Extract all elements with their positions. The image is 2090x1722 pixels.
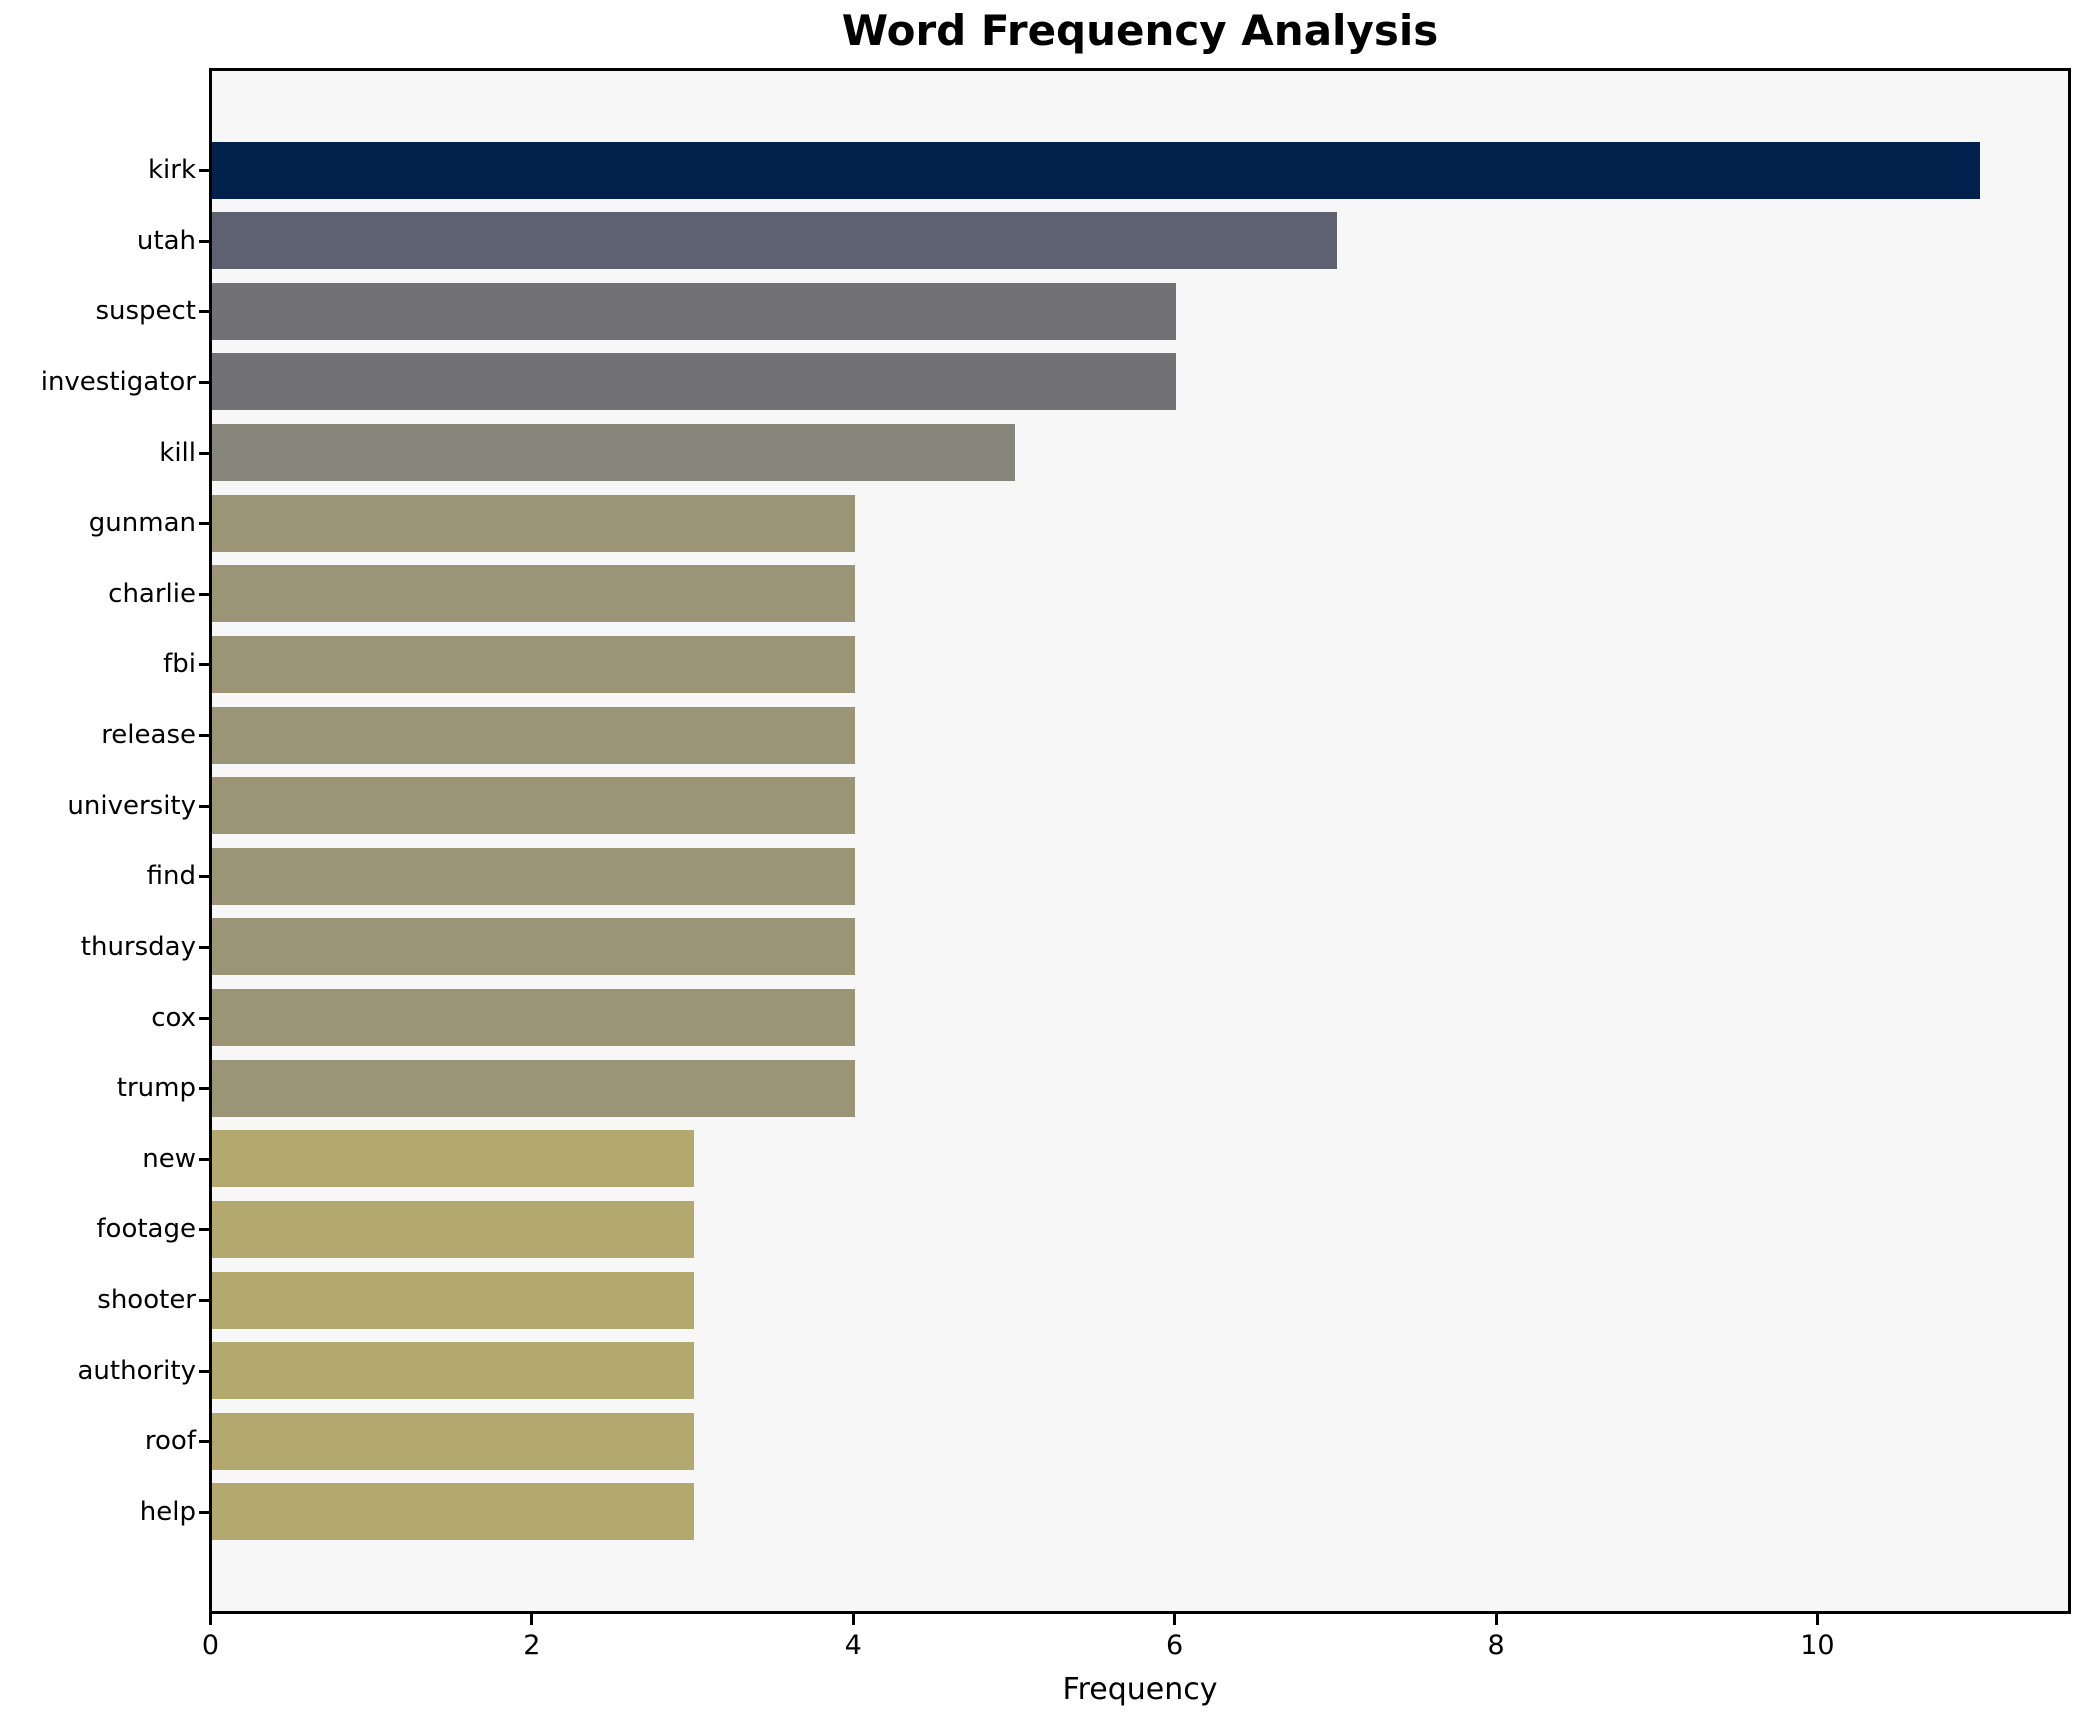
ytick-mark [199,1016,209,1020]
plot-area [209,68,2071,1614]
ytick-label-trump: trump [116,1073,196,1104]
ytick-label-fbi: fbi [163,649,196,680]
xtick-mark [1173,1614,1177,1625]
ytick-label-kill: kill [159,437,196,468]
bar-trump [212,1059,855,1117]
bar-utah [212,212,1337,270]
ytick-label-cox: cox [151,1002,196,1033]
xtick-mark [530,1614,534,1625]
xtick-label-0: 0 [201,1630,220,1661]
ytick-mark [199,1228,209,1232]
bar-authority [212,1342,695,1400]
ytick-mark [199,1440,209,1444]
bar-new [212,1130,695,1188]
ytick-label-university: university [67,790,196,821]
ytick-label-kirk: kirk [147,155,196,185]
xtick-label-8: 8 [1487,1630,1505,1661]
ytick-mark [199,522,209,526]
ytick-label-find: find [146,861,196,892]
bar-kirk [212,141,1980,199]
xtick-label-6: 6 [1166,1630,1184,1661]
ytick-mark [199,945,209,949]
ytick-label-new: new [142,1143,196,1174]
ytick-label-footage: footage [96,1214,196,1245]
ytick-mark [199,451,209,455]
ytick-label-suspect: suspect [95,296,196,327]
ytick-label-release: release [101,720,196,751]
ytick-mark [199,169,209,172]
ytick-label-help: help [139,1496,196,1527]
ytick-mark [199,1299,209,1303]
ytick-label-investigator: investigator [40,366,196,397]
ytick-mark [199,310,209,314]
bar-fbi [212,635,855,693]
ytick-mark [199,1369,209,1373]
bar-cox [212,989,855,1047]
xtick-label-4: 4 [844,1630,862,1661]
bar-find [212,847,855,905]
bar-kill [212,424,1016,482]
ytick-mark [199,804,209,808]
x-axis-label: Frequency [1062,1672,1218,1707]
ytick-label-authority: authority [77,1355,197,1386]
bar-gunman [212,494,855,552]
bar-shooter [212,1271,695,1329]
bar-investigator [212,353,1177,411]
ytick-label-shooter: shooter [97,1285,196,1316]
ytick-label-utah: utah [136,225,196,256]
ytick-label-thursday: thursday [80,931,196,962]
xtick-label-10: 10 [1800,1630,1835,1661]
ytick-mark [199,380,209,384]
bar-help [212,1483,695,1541]
bar-footage [212,1200,695,1258]
bar-roof [212,1412,695,1470]
ytick-label-roof: roof [144,1426,196,1457]
bar-suspect [212,282,1177,340]
ytick-label-charlie: charlie [108,578,196,609]
chart-title: Word Frequency Analysis [841,6,1439,55]
xtick-mark [209,1614,212,1625]
ytick-label-gunman: gunman [88,508,196,539]
xtick-mark [1494,1614,1498,1625]
bar-charlie [212,565,855,623]
ytick-mark [199,239,209,243]
ytick-mark [199,663,209,667]
bar-release [212,706,855,764]
ytick-mark [199,875,209,879]
ytick-mark [199,1510,209,1514]
ytick-mark [199,1087,209,1091]
ytick-mark [199,734,209,738]
xtick-mark [1815,1614,1819,1625]
ytick-mark [199,592,209,596]
bar-university [212,777,855,835]
xtick-mark [851,1614,855,1625]
ytick-mark [199,1157,209,1161]
bar-thursday [212,918,855,976]
xtick-label-2: 2 [523,1630,541,1661]
